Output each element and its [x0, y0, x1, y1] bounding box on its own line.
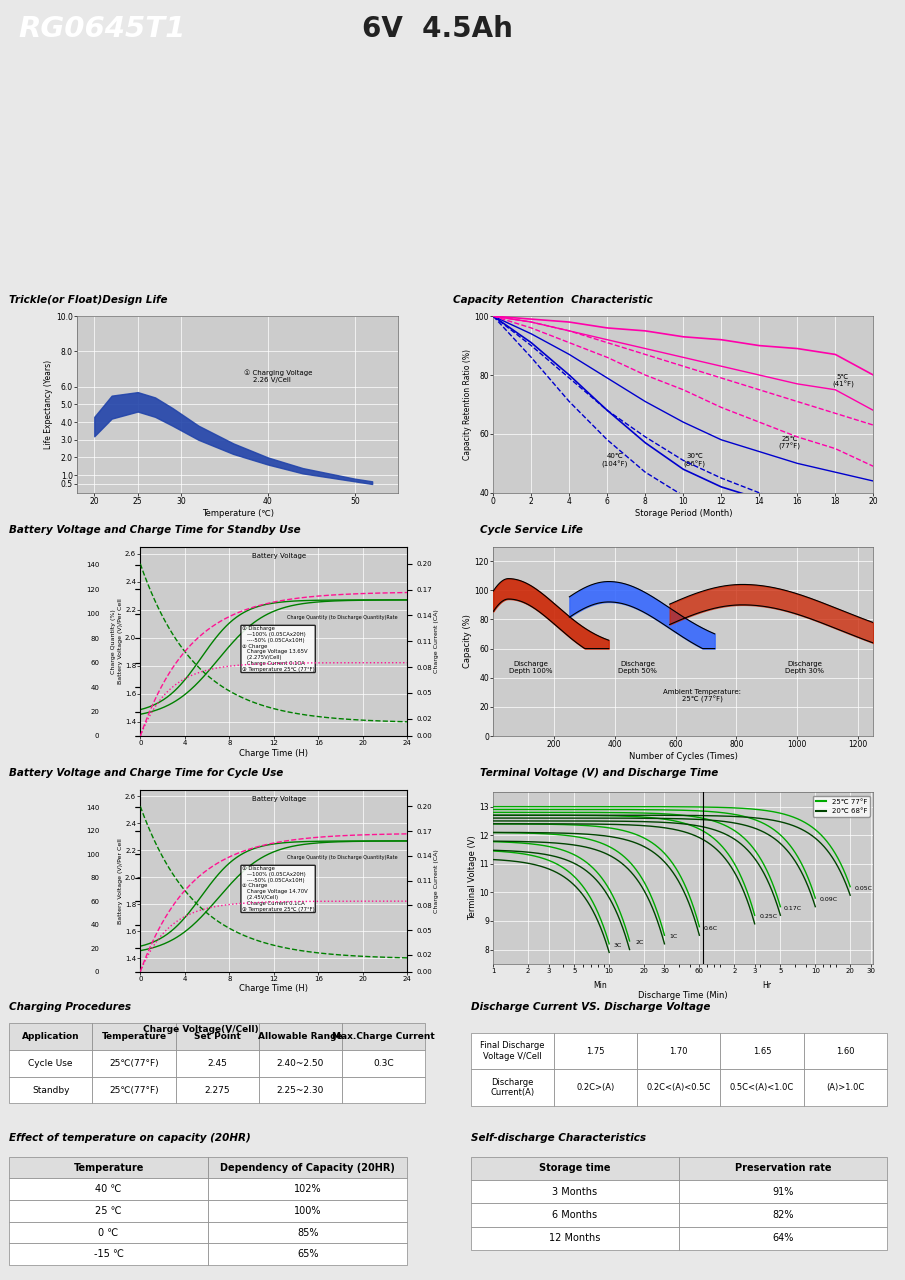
- Polygon shape: [272, 0, 905, 60]
- Text: 1C: 1C: [670, 934, 678, 940]
- Text: 2C: 2C: [636, 940, 644, 945]
- X-axis label: Charge Time (H): Charge Time (H): [239, 984, 309, 993]
- Y-axis label: Charge Current (CA): Charge Current (CA): [434, 849, 439, 913]
- Text: Hr: Hr: [762, 980, 771, 989]
- Text: Cycle Service Life: Cycle Service Life: [480, 525, 583, 535]
- Text: 0.05C: 0.05C: [854, 886, 872, 891]
- Text: 0.09C: 0.09C: [819, 897, 837, 902]
- Text: Discharge
Depth 50%: Discharge Depth 50%: [618, 662, 657, 675]
- X-axis label: Storage Period (Month): Storage Period (Month): [634, 508, 732, 517]
- Y-axis label: Battery Voltage (V)/Per Cell: Battery Voltage (V)/Per Cell: [119, 599, 123, 684]
- Text: Charge Quantity (to Discharge Quantity)Rate: Charge Quantity (to Discharge Quantity)R…: [287, 614, 397, 620]
- Text: 5℃
(41°F): 5℃ (41°F): [832, 374, 853, 388]
- Text: Battery Voltage: Battery Voltage: [252, 796, 307, 801]
- Text: ① Discharge
   —100% (0.05CAx20H)
   ----50% (0.05CAx10H)
② Charge
   Charge Vol: ① Discharge —100% (0.05CAx20H) ----50% (…: [242, 867, 314, 911]
- Text: 40℃
(104°F): 40℃ (104°F): [602, 453, 628, 467]
- Text: Battery Voltage: Battery Voltage: [252, 553, 307, 559]
- Text: 0.17C: 0.17C: [784, 905, 802, 910]
- Text: RG0645T1: RG0645T1: [18, 15, 186, 42]
- Text: Ambient Temperature:
25℃ (77°F): Ambient Temperature: 25℃ (77°F): [663, 689, 741, 704]
- Text: Min: Min: [593, 980, 606, 989]
- Text: Terminal Voltage (V) and Discharge Time: Terminal Voltage (V) and Discharge Time: [480, 768, 718, 778]
- Text: Discharge
Depth 30%: Discharge Depth 30%: [786, 662, 824, 675]
- Y-axis label: Terminal Voltage (V): Terminal Voltage (V): [468, 836, 477, 920]
- Y-axis label: Capacity Retention Ratio (%): Capacity Retention Ratio (%): [462, 349, 472, 460]
- Text: Trickle(or Float)Design Life: Trickle(or Float)Design Life: [9, 294, 167, 305]
- Text: ① Discharge
   —100% (0.05CAx20H)
   ----50% (0.05CAx10H)
② Charge
   Charge Vol: ① Discharge —100% (0.05CAx20H) ----50% (…: [242, 626, 314, 672]
- Y-axis label: Battery Voltage (V)/Per Cell: Battery Voltage (V)/Per Cell: [119, 838, 123, 923]
- Text: Effect of temperature on capacity (20HR): Effect of temperature on capacity (20HR): [9, 1133, 251, 1143]
- Text: Charging Procedures: Charging Procedures: [9, 1002, 131, 1012]
- X-axis label: Temperature (℃): Temperature (℃): [202, 508, 273, 517]
- X-axis label: Number of Cycles (Times): Number of Cycles (Times): [629, 751, 738, 760]
- Legend: 25℃ 77°F, 20℃ 68°F: 25℃ 77°F, 20℃ 68°F: [813, 796, 870, 817]
- Text: 3C: 3C: [614, 943, 623, 947]
- Text: Discharge Current VS. Discharge Voltage: Discharge Current VS. Discharge Voltage: [471, 1002, 710, 1012]
- Text: 0.25C: 0.25C: [760, 914, 778, 919]
- Text: Battery Voltage and Charge Time for Cycle Use: Battery Voltage and Charge Time for Cycl…: [9, 768, 283, 778]
- Text: ① Charging Voltage
    2.26 V/Cell: ① Charging Voltage 2.26 V/Cell: [244, 369, 312, 383]
- Y-axis label: Life Expectancy (Years): Life Expectancy (Years): [44, 360, 53, 449]
- Text: Discharge
Depth 100%: Discharge Depth 100%: [510, 662, 553, 675]
- Text: 0.6C: 0.6C: [703, 925, 718, 931]
- Text: Charge Voltage(V/Cell): Charge Voltage(V/Cell): [143, 1025, 258, 1034]
- Y-axis label: Capacity (%): Capacity (%): [462, 614, 472, 668]
- Text: Capacity Retention  Characteristic: Capacity Retention Characteristic: [452, 294, 653, 305]
- Text: 30℃
(86°F): 30℃ (86°F): [683, 453, 706, 467]
- Text: Discharge Time (Min): Discharge Time (Min): [638, 991, 729, 1000]
- Text: 25℃
(77°F): 25℃ (77°F): [778, 435, 801, 451]
- Text: 6V  4.5Ah: 6V 4.5Ah: [362, 15, 513, 42]
- Text: Self-discharge Characteristics: Self-discharge Characteristics: [471, 1133, 645, 1143]
- Y-axis label: Charge Quantity (%): Charge Quantity (%): [111, 609, 116, 673]
- Text: Charge Quantity (to Discharge Quantity)Rate: Charge Quantity (to Discharge Quantity)R…: [287, 855, 397, 860]
- Y-axis label: Charge Current (CA): Charge Current (CA): [434, 609, 439, 673]
- X-axis label: Charge Time (H): Charge Time (H): [239, 749, 309, 758]
- Text: Battery Voltage and Charge Time for Standby Use: Battery Voltage and Charge Time for Stan…: [9, 525, 300, 535]
